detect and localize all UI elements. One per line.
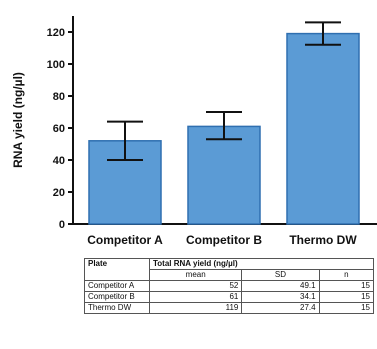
bar-competitor-b — [187, 125, 261, 225]
sd-cell: 49.1 — [241, 280, 320, 292]
y-axis-label: RNA yield (ng/µl) — [11, 72, 25, 168]
table-row: Thermo DW 119 27.4 15 — [84, 302, 375, 314]
plate-cell: Competitor B — [84, 291, 150, 303]
y-tick-label: 60 — [53, 123, 65, 135]
x-category-label: Competitor B — [186, 233, 262, 247]
y-tick-label: 80 — [53, 91, 65, 103]
y-tick-label: 40 — [53, 155, 65, 167]
n-header: n — [318, 269, 375, 281]
plate-cell: Thermo DW — [84, 302, 150, 314]
n-cell: 15 — [318, 291, 375, 303]
n-cell: 15 — [318, 280, 375, 292]
bar-chart: 0 20 40 60 80 100 120 RNA yield (ng/µl) Competit… — [11, 16, 377, 247]
chart-labels: 0 20 40 60 80 100 120 RNA yield (ng/µl) Competit… — [11, 27, 357, 247]
mean-cell: 52 — [148, 280, 243, 292]
bar-thermo-dw — [286, 32, 360, 225]
plate-header: Plate — [84, 258, 150, 281]
stats-table: Plate Total RNA yield (ng/µl) mean SD n … — [84, 258, 375, 314]
x-category-label: Thermo DW — [289, 233, 357, 247]
mean-cell: 119 — [148, 302, 243, 314]
sd-cell: 27.4 — [241, 302, 320, 314]
sd-header: SD — [241, 269, 320, 281]
mean-cell: 61 — [148, 291, 243, 303]
x-category-label: Competitor A — [87, 233, 163, 247]
y-tick-label: 20 — [53, 187, 65, 199]
y-tick-label: 0 — [59, 219, 65, 231]
group-header: Total RNA yield (ng/µl) — [149, 258, 374, 270]
table-row: Competitor B 61 34.1 15 — [84, 291, 375, 303]
y-tick-label: 100 — [47, 59, 65, 71]
table-row: Competitor A 52 49.1 15 — [84, 280, 375, 292]
n-cell: 15 — [318, 302, 375, 314]
mean-header: mean — [148, 269, 243, 281]
table-subheader-row: mean SD n — [85, 269, 375, 281]
table-header-row: Plate Total RNA yield (ng/µl) — [84, 258, 374, 281]
sd-cell: 34.1 — [241, 291, 320, 303]
chart-error-bars — [107, 21, 341, 161]
plate-cell: Competitor A — [84, 280, 150, 292]
y-tick-label: 120 — [47, 27, 65, 39]
